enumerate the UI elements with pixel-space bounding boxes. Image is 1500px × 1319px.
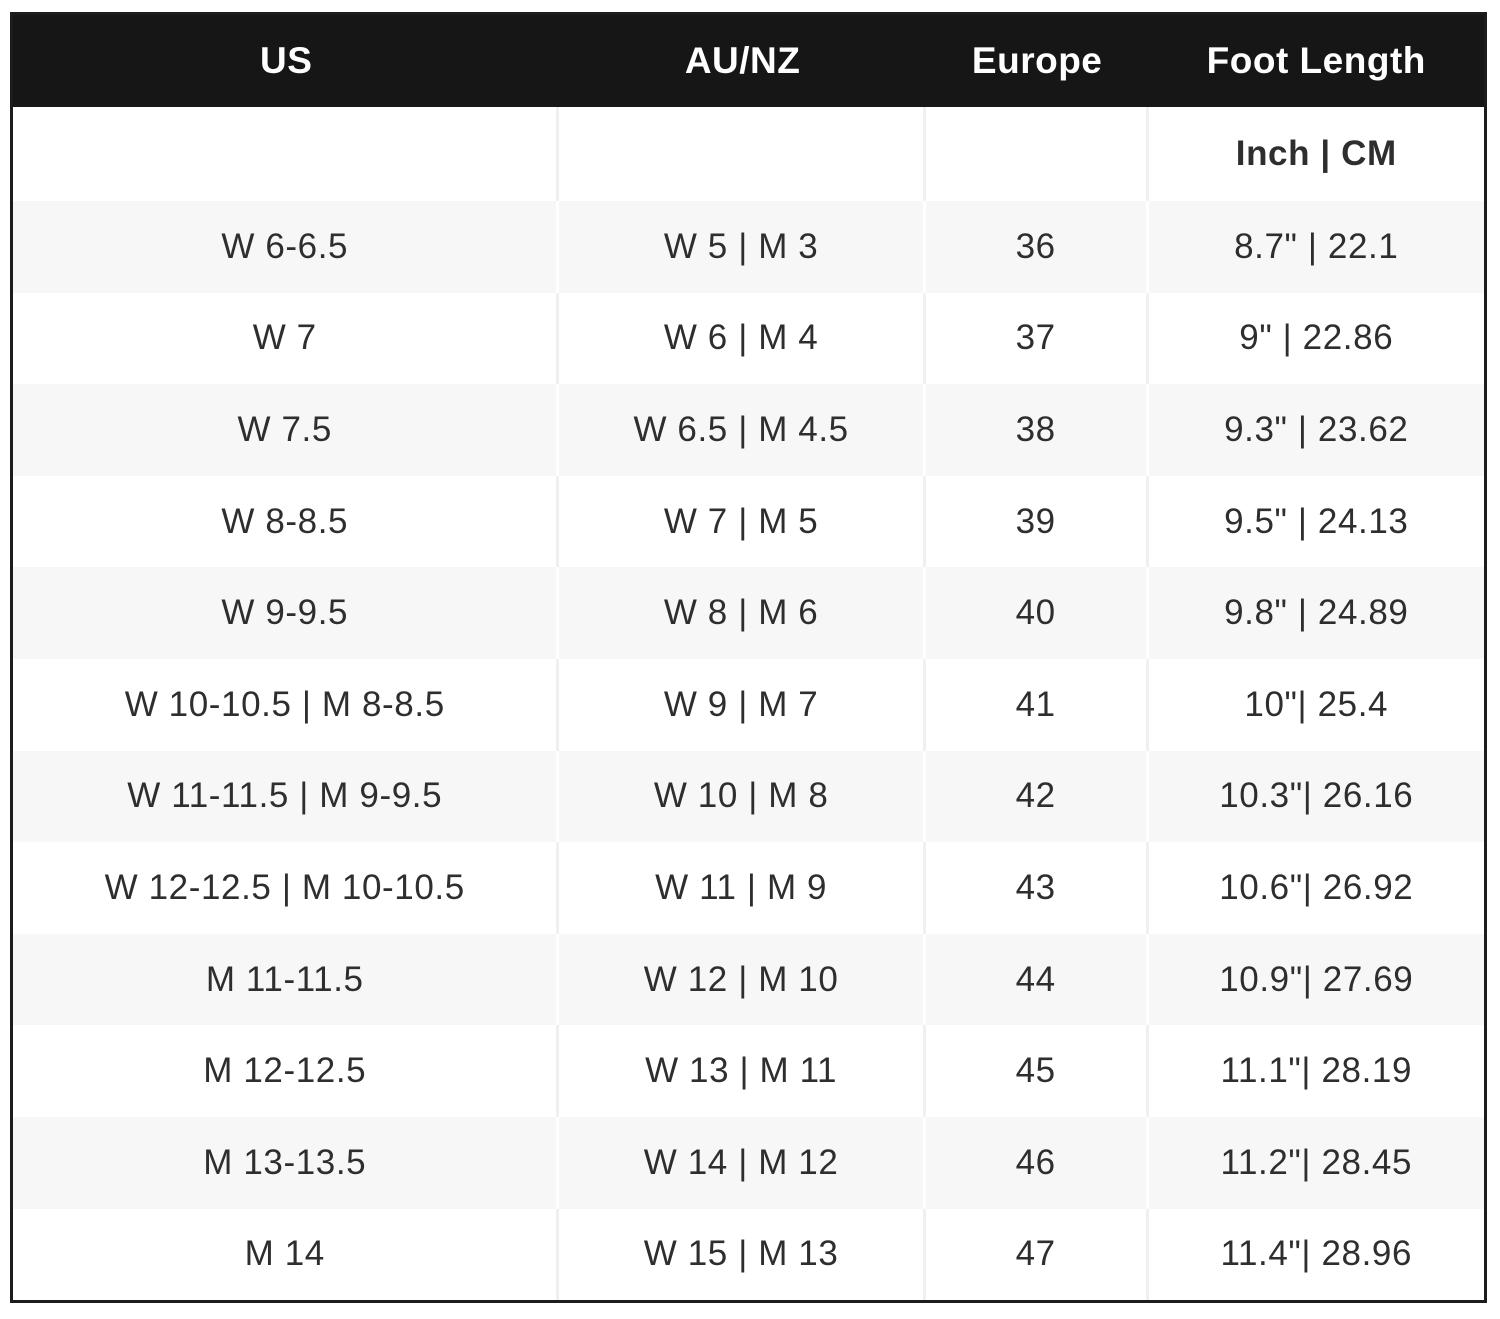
aunz-size-cell: W 6 | M 4 [559,292,926,385]
table-row: W 6-6.5 W 5 | M 3 36 8.7" | 22.1 [13,201,1484,293]
europe-size-cell: 39 [926,475,1149,568]
aunz-size-cell: W 11 | M 9 [559,842,926,934]
aunz-size-cell: W 5 | M 3 [559,201,926,293]
table-row: M 14 W 15 | M 13 47 11.4"| 28.96 [13,1208,1484,1301]
europe-size-cell: 37 [926,292,1149,385]
unit-label: Inch | CM [1235,134,1397,173]
us-size-cell: M 12-12.5 [13,1025,560,1117]
table-row: M 13-13.5 W 14 | M 12 46 11.2"| 28.45 [13,1116,1484,1209]
europe-size-cell: 36 [926,201,1149,293]
table-row: M 12-12.5 W 13 | M 11 45 11.1"| 28.19 [13,1025,1484,1117]
table-row: W 7.5 W 6.5 | M 4.5 38 9.3" | 23.62 [13,384,1484,476]
aunz-size-cell: W 8 | M 6 [559,567,926,659]
table-row: M 11-11.5 W 12 | M 10 44 10.9"| 27.69 [13,933,1484,1026]
us-size-cell: M 14 [13,1208,560,1301]
subheader-empty-cell [926,107,1149,201]
aunz-size-cell: W 10 | M 8 [559,750,926,843]
column-header-europe: Europe [971,40,1103,81]
subheader-empty-cell [13,107,560,201]
foot-length-cell: 8.7" | 22.1 [1234,226,1399,266]
europe-size-cell: 46 [926,1116,1149,1209]
aunz-size-cell: W 7 | M 5 [559,475,926,568]
europe-size-cell: 43 [926,842,1149,934]
aunz-size-cell: W 6.5 | M 4.5 [559,384,926,476]
foot-length-cell: 9.8" | 24.89 [1224,593,1409,633]
size-chart-table: US AU/NZ Europe Foot Length Inch | CM W … [10,12,1487,1304]
us-size-cell: W 7.5 [13,384,560,476]
foot-length-cell: 10.3"| 26.16 [1219,776,1414,816]
table-row: W 11-11.5 | M 9-9.5 W 10 | M 8 42 10.3"|… [13,750,1484,843]
us-size-cell: W 9-9.5 [13,567,560,659]
us-size-cell: W 8-8.5 [13,475,560,568]
column-header-aunz: AU/NZ [684,40,801,81]
foot-length-cell: 10"| 25.4 [1244,684,1389,724]
table-row: W 7 W 6 | M 4 37 9" | 22.86 [13,292,1484,385]
aunz-size-cell: W 9 | M 7 [559,658,926,751]
column-header-us: US [260,40,313,81]
europe-size-cell: 42 [926,750,1149,843]
unit-subheader-row: Inch | CM [13,107,1484,201]
foot-length-cell: 11.1"| 28.19 [1220,1051,1413,1091]
table-row: W 9-9.5 W 8 | M 6 40 9.8" | 24.89 [13,567,1484,659]
us-size-cell: M 11-11.5 [13,933,560,1026]
column-header-foot-length: Foot Length [1206,40,1426,81]
us-size-cell: W 6-6.5 [13,201,560,293]
us-size-cell: M 13-13.5 [13,1116,560,1209]
table-row: W 8-8.5 W 7 | M 5 39 9.5" | 24.13 [13,475,1484,568]
foot-length-cell: 11.2"| 28.45 [1220,1142,1413,1182]
table-row: W 12-12.5 | M 10-10.5 W 11 | M 9 43 10.6… [13,842,1484,934]
foot-length-cell: 9" | 22.86 [1239,318,1394,358]
foot-length-cell: 10.6"| 26.92 [1219,867,1414,907]
foot-length-cell: 10.9"| 27.69 [1219,959,1414,999]
us-size-cell: W 10-10.5 | M 8-8.5 [13,658,560,751]
europe-size-cell: 45 [926,1025,1149,1117]
foot-length-cell: 9.3" | 23.62 [1224,409,1409,449]
aunz-size-cell: W 14 | M 12 [559,1116,926,1209]
europe-size-cell: 41 [926,658,1149,751]
europe-size-cell: 38 [926,384,1149,476]
us-size-cell: W 12-12.5 | M 10-10.5 [13,842,560,934]
foot-length-cell: 9.5" | 24.13 [1224,501,1409,541]
europe-size-cell: 40 [926,567,1149,659]
subheader-empty-cell [559,107,926,201]
table-row: W 10-10.5 | M 8-8.5 W 9 | M 7 41 10"| 25… [13,658,1484,751]
europe-size-cell: 47 [926,1208,1149,1301]
aunz-size-cell: W 13 | M 11 [559,1025,926,1117]
aunz-size-cell: W 12 | M 10 [559,933,926,1026]
table-header-row: US AU/NZ Europe Foot Length [13,15,1484,107]
foot-length-cell: 11.4"| 28.96 [1220,1234,1413,1274]
us-size-cell: W 11-11.5 | M 9-9.5 [13,750,560,843]
europe-size-cell: 44 [926,933,1149,1026]
aunz-size-cell: W 15 | M 13 [559,1208,926,1301]
us-size-cell: W 7 [13,292,560,385]
